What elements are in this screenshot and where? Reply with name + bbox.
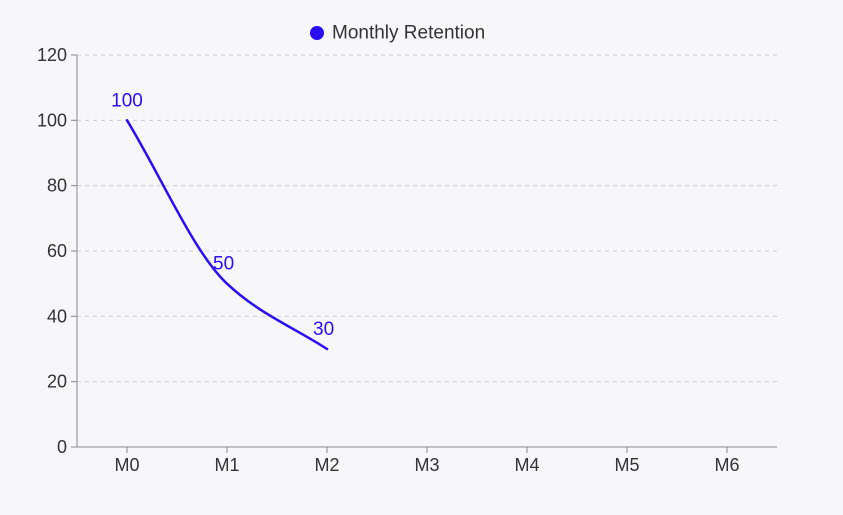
x-tick-label: M3: [414, 455, 439, 475]
y-tick-label: 0: [57, 437, 67, 457]
series-lines: [125, 119, 329, 351]
x-tick-label: M5: [614, 455, 639, 475]
data-labels: 100 50 30: [111, 90, 334, 340]
y-tick-label: 80: [47, 176, 67, 196]
x-tick-label: M0: [114, 455, 139, 475]
legend[interactable]: Monthly Retention: [310, 23, 485, 44]
y-tick-label: 60: [47, 241, 67, 261]
x-tick-label: M6: [714, 455, 739, 475]
legend-item-monthly-retention[interactable]: Monthly Retention: [310, 23, 485, 44]
series-line-monthly-retention[interactable]: [125, 119, 329, 351]
x-tick-label: M2: [314, 455, 339, 475]
x-axis-ticks: M0 M1 M2 M3 M4 M5 M6: [114, 447, 740, 475]
x-tick-label: M4: [514, 455, 539, 475]
legend-label: Monthly Retention: [332, 23, 485, 44]
y-tick-label: 100: [37, 110, 67, 130]
y-axis-ticks: 0 20 40 60 80 100 120: [37, 45, 77, 457]
y-tick-label: 40: [47, 306, 67, 326]
y-tick-label: 20: [47, 372, 67, 392]
y-tick-label: 120: [37, 45, 67, 65]
legend-dot: [310, 26, 324, 40]
data-label: 30: [313, 319, 334, 340]
data-label: 50: [213, 254, 234, 275]
data-label: 100: [111, 90, 143, 111]
x-tick-label: M1: [214, 455, 239, 475]
